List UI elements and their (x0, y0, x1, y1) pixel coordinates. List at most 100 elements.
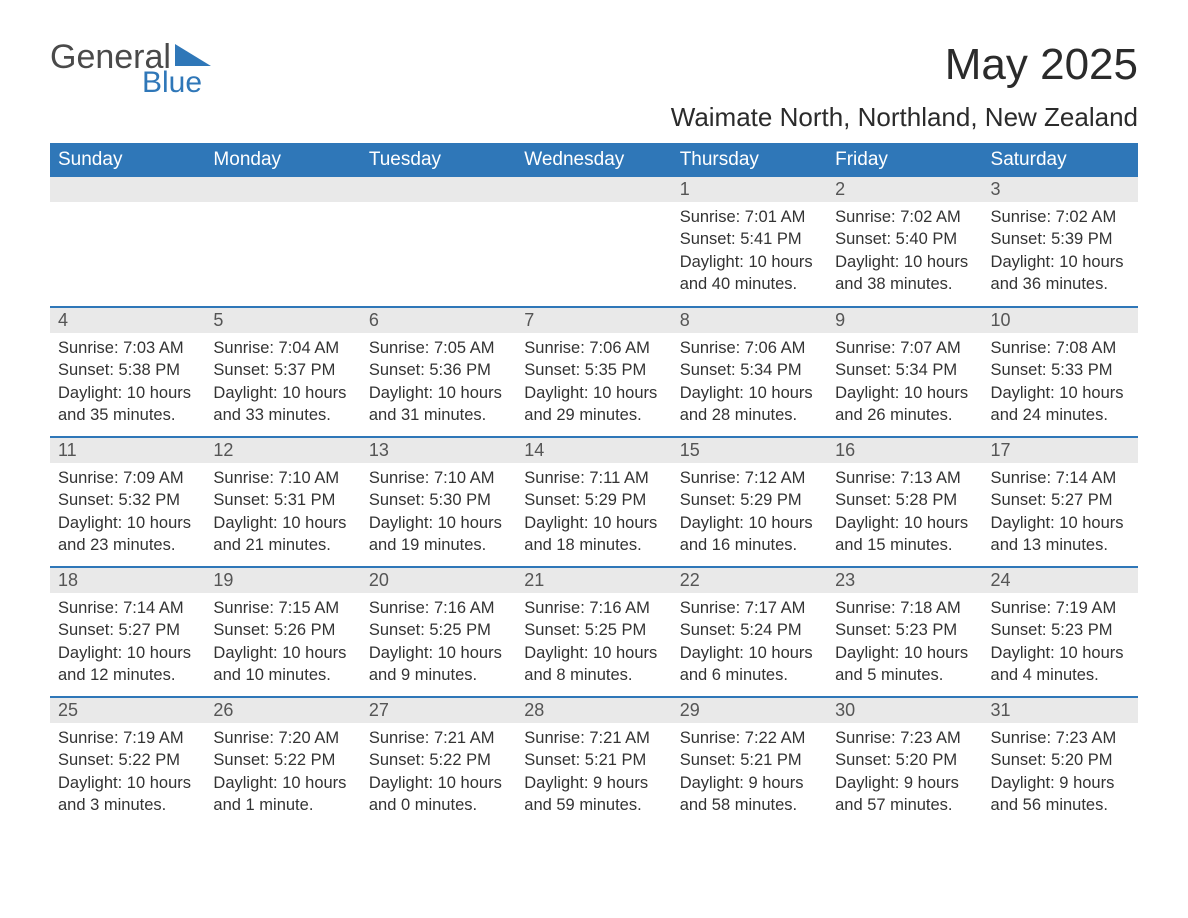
day-data: Sunrise: 7:16 AMSunset: 5:25 PMDaylight:… (361, 593, 516, 694)
daylight-text: Daylight: 10 hours and 33 minutes. (213, 382, 352, 427)
day-data: Sunrise: 7:22 AMSunset: 5:21 PMDaylight:… (672, 723, 827, 824)
daylight-text: Daylight: 10 hours and 12 minutes. (58, 642, 197, 687)
sunrise-text: Sunrise: 7:22 AM (680, 727, 819, 749)
daylight-text: Daylight: 10 hours and 9 minutes. (369, 642, 508, 687)
daylight-text: Daylight: 10 hours and 21 minutes. (213, 512, 352, 557)
calendar-cell: 9Sunrise: 7:07 AMSunset: 5:34 PMDaylight… (827, 307, 982, 437)
day-header: Monday (205, 143, 360, 177)
calendar-cell: 5Sunrise: 7:04 AMSunset: 5:37 PMDaylight… (205, 307, 360, 437)
daylight-text: Daylight: 10 hours and 3 minutes. (58, 772, 197, 817)
day-data: Sunrise: 7:23 AMSunset: 5:20 PMDaylight:… (983, 723, 1138, 824)
sunset-text: Sunset: 5:40 PM (835, 228, 974, 250)
calendar-cell (205, 177, 360, 307)
daylight-text: Daylight: 10 hours and 6 minutes. (680, 642, 819, 687)
daylight-text: Daylight: 9 hours and 58 minutes. (680, 772, 819, 817)
sunset-text: Sunset: 5:35 PM (524, 359, 663, 381)
sunset-text: Sunset: 5:37 PM (213, 359, 352, 381)
calendar-cell: 6Sunrise: 7:05 AMSunset: 5:36 PMDaylight… (361, 307, 516, 437)
sunrise-text: Sunrise: 7:15 AM (213, 597, 352, 619)
day-number: 19 (205, 568, 360, 593)
daylight-text: Daylight: 10 hours and 24 minutes. (991, 382, 1130, 427)
calendar-cell: 4Sunrise: 7:03 AMSunset: 5:38 PMDaylight… (50, 307, 205, 437)
sunrise-text: Sunrise: 7:19 AM (58, 727, 197, 749)
sunrise-text: Sunrise: 7:23 AM (835, 727, 974, 749)
daylight-text: Daylight: 10 hours and 35 minutes. (58, 382, 197, 427)
calendar-cell: 13Sunrise: 7:10 AMSunset: 5:30 PMDayligh… (361, 437, 516, 567)
sunset-text: Sunset: 5:38 PM (58, 359, 197, 381)
calendar-cell: 12Sunrise: 7:10 AMSunset: 5:31 PMDayligh… (205, 437, 360, 567)
daylight-text: Daylight: 10 hours and 0 minutes. (369, 772, 508, 817)
sunset-text: Sunset: 5:33 PM (991, 359, 1130, 381)
day-data: Sunrise: 7:20 AMSunset: 5:22 PMDaylight:… (205, 723, 360, 824)
sunset-text: Sunset: 5:21 PM (680, 749, 819, 771)
day-data: Sunrise: 7:12 AMSunset: 5:29 PMDaylight:… (672, 463, 827, 564)
sunset-text: Sunset: 5:27 PM (991, 489, 1130, 511)
day-number: 16 (827, 438, 982, 463)
sunset-text: Sunset: 5:41 PM (680, 228, 819, 250)
daylight-text: Daylight: 10 hours and 5 minutes. (835, 642, 974, 687)
sunset-text: Sunset: 5:20 PM (835, 749, 974, 771)
day-number: 17 (983, 438, 1138, 463)
calendar-cell: 2Sunrise: 7:02 AMSunset: 5:40 PMDaylight… (827, 177, 982, 307)
day-data: Sunrise: 7:16 AMSunset: 5:25 PMDaylight:… (516, 593, 671, 694)
location-subtitle: Waimate North, Northland, New Zealand (50, 102, 1138, 133)
flag-icon (175, 44, 211, 66)
sunrise-text: Sunrise: 7:17 AM (680, 597, 819, 619)
day-number: 30 (827, 698, 982, 723)
calendar-cell: 15Sunrise: 7:12 AMSunset: 5:29 PMDayligh… (672, 437, 827, 567)
day-data: Sunrise: 7:07 AMSunset: 5:34 PMDaylight:… (827, 333, 982, 434)
day-number: 12 (205, 438, 360, 463)
daylight-text: Daylight: 10 hours and 10 minutes. (213, 642, 352, 687)
day-data: Sunrise: 7:15 AMSunset: 5:26 PMDaylight:… (205, 593, 360, 694)
sunrise-text: Sunrise: 7:20 AM (213, 727, 352, 749)
day-header: Saturday (983, 143, 1138, 177)
daylight-text: Daylight: 10 hours and 31 minutes. (369, 382, 508, 427)
sunrise-text: Sunrise: 7:08 AM (991, 337, 1130, 359)
sunrise-text: Sunrise: 7:09 AM (58, 467, 197, 489)
daylight-text: Daylight: 10 hours and 8 minutes. (524, 642, 663, 687)
calendar-cell: 24Sunrise: 7:19 AMSunset: 5:23 PMDayligh… (983, 567, 1138, 697)
daylight-text: Daylight: 9 hours and 56 minutes. (991, 772, 1130, 817)
sunrise-text: Sunrise: 7:02 AM (991, 206, 1130, 228)
daylight-text: Daylight: 10 hours and 23 minutes. (58, 512, 197, 557)
day-number: 8 (672, 308, 827, 333)
day-number: 14 (516, 438, 671, 463)
day-number: 15 (672, 438, 827, 463)
day-data: Sunrise: 7:13 AMSunset: 5:28 PMDaylight:… (827, 463, 982, 564)
day-number: 22 (672, 568, 827, 593)
sunset-text: Sunset: 5:29 PM (680, 489, 819, 511)
calendar-cell: 23Sunrise: 7:18 AMSunset: 5:23 PMDayligh… (827, 567, 982, 697)
calendar-cell (516, 177, 671, 307)
daylight-text: Daylight: 10 hours and 26 minutes. (835, 382, 974, 427)
calendar-cell: 20Sunrise: 7:16 AMSunset: 5:25 PMDayligh… (361, 567, 516, 697)
day-number: 11 (50, 438, 205, 463)
day-number (50, 177, 205, 202)
sunrise-text: Sunrise: 7:13 AM (835, 467, 974, 489)
page-title: May 2025 (945, 40, 1138, 90)
calendar-cell: 18Sunrise: 7:14 AMSunset: 5:27 PMDayligh… (50, 567, 205, 697)
day-number: 3 (983, 177, 1138, 202)
sunrise-text: Sunrise: 7:01 AM (680, 206, 819, 228)
day-number: 4 (50, 308, 205, 333)
sunset-text: Sunset: 5:22 PM (58, 749, 197, 771)
sunrise-text: Sunrise: 7:18 AM (835, 597, 974, 619)
sunset-text: Sunset: 5:28 PM (835, 489, 974, 511)
calendar-cell: 26Sunrise: 7:20 AMSunset: 5:22 PMDayligh… (205, 697, 360, 827)
sunrise-text: Sunrise: 7:05 AM (369, 337, 508, 359)
calendar-cell: 30Sunrise: 7:23 AMSunset: 5:20 PMDayligh… (827, 697, 982, 827)
calendar-cell: 19Sunrise: 7:15 AMSunset: 5:26 PMDayligh… (205, 567, 360, 697)
calendar-cell: 21Sunrise: 7:16 AMSunset: 5:25 PMDayligh… (516, 567, 671, 697)
day-number: 7 (516, 308, 671, 333)
day-data: Sunrise: 7:08 AMSunset: 5:33 PMDaylight:… (983, 333, 1138, 434)
calendar-cell: 27Sunrise: 7:21 AMSunset: 5:22 PMDayligh… (361, 697, 516, 827)
day-number: 13 (361, 438, 516, 463)
calendar-cell: 11Sunrise: 7:09 AMSunset: 5:32 PMDayligh… (50, 437, 205, 567)
day-number: 10 (983, 308, 1138, 333)
day-data: Sunrise: 7:14 AMSunset: 5:27 PMDaylight:… (50, 593, 205, 694)
calendar-cell: 8Sunrise: 7:06 AMSunset: 5:34 PMDaylight… (672, 307, 827, 437)
day-number: 1 (672, 177, 827, 202)
calendar-cell: 7Sunrise: 7:06 AMSunset: 5:35 PMDaylight… (516, 307, 671, 437)
day-data: Sunrise: 7:02 AMSunset: 5:40 PMDaylight:… (827, 202, 982, 303)
sunrise-text: Sunrise: 7:14 AM (991, 467, 1130, 489)
sunrise-text: Sunrise: 7:16 AM (369, 597, 508, 619)
